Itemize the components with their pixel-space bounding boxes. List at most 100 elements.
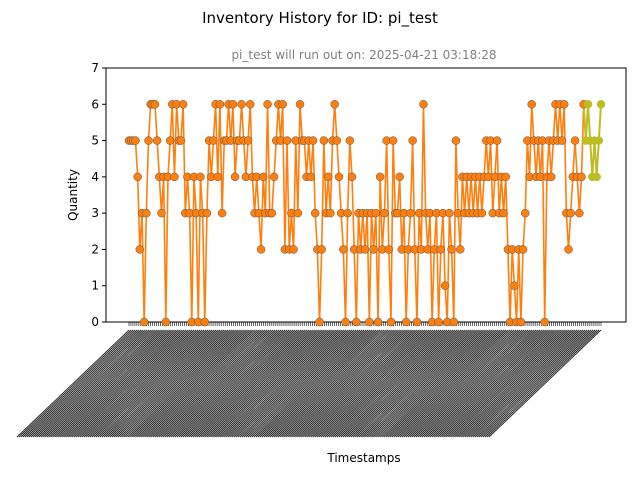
x-tick-label [192,329,306,438]
x-tick-label [289,329,402,438]
x-tick-label [139,329,252,438]
x-tick-label [384,329,497,438]
x-tick-label [233,329,347,438]
x-tick-label [20,329,134,438]
x-tick-label [312,329,426,438]
history-point [520,208,530,218]
x-tick-label [486,329,600,438]
x-tick-label [62,329,175,438]
x-tick-label [370,329,483,438]
x-tick-label [73,329,187,438]
x-tick-label [68,329,181,438]
x-tick-label [482,329,596,438]
history-point [501,172,510,182]
x-tick-label [85,329,199,438]
x-tick-label [306,329,420,438]
x-tick-label [56,329,169,438]
x-tick-label [243,329,357,438]
x-tick-label [332,329,446,438]
x-tick-label [267,329,381,438]
history-point [178,100,188,109]
x-tick-label [228,329,341,438]
x-tick-label [366,329,479,438]
history-point [202,208,212,218]
history-point [384,245,394,254]
history-point [157,208,166,218]
history-point [243,136,253,145]
x-tick-label [393,329,507,438]
x-tick-label [101,329,215,438]
forecast-point [592,172,601,182]
history-point [258,172,268,182]
x-tick-label [222,329,335,438]
x-tick-label [93,329,207,438]
history-point [215,100,225,109]
history-point [412,317,422,327]
history-point [557,136,567,145]
x-tick-label [389,329,503,438]
x-tick-label [257,329,371,438]
history-point [577,172,586,182]
x-tick-label [279,329,392,438]
x-tick-label [245,329,359,438]
history-point [332,136,342,145]
x-tick-label [186,329,300,438]
x-tick-label [235,329,349,438]
history-point [230,172,240,182]
forecast-point [583,100,593,109]
x-tick-label [176,329,290,438]
history-point [406,208,415,218]
x-tick-label [455,329,568,438]
x-tick-label [204,329,317,438]
history-point [306,172,316,182]
x-tick-label [48,329,161,438]
chart-title: Inventory History for ID: pi_test [202,9,438,28]
x-tick-label [237,329,351,438]
x-tick-label [364,329,477,438]
history-point [347,172,357,182]
x-tick-label [484,329,598,438]
x-tick-label [162,329,276,438]
x-tick-label [24,329,138,438]
x-tick-label [194,329,308,438]
x-tick-label [218,329,331,438]
x-tick-label [468,329,582,438]
x-tick-label [464,329,578,438]
x-tick-label [158,329,272,438]
history-point [237,100,246,109]
x-tick-label [429,329,543,438]
x-tick-label [99,329,213,438]
x-tick-label [378,329,491,438]
x-tick-label [107,329,221,438]
x-tick-label [208,329,321,438]
x-tick-label [231,329,345,438]
x-tick-label [360,329,473,438]
x-tick-label [255,329,369,438]
x-tick-label [385,329,499,438]
x-tick-label [40,329,154,438]
x-tick-label [461,329,574,438]
history-point [386,317,396,327]
x-tick-label [143,329,256,438]
x-tick-label [423,329,537,438]
x-tick-label [137,329,250,438]
x-tick-label [249,329,363,438]
history-point [360,245,370,254]
x-tick-label [125,329,238,438]
x-tick-label [310,329,424,438]
x-tick-label [214,329,327,438]
x-tick-label [314,329,428,438]
history-point [326,208,335,218]
y-tick-label: 1 [91,279,99,293]
x-tick-label [413,329,527,438]
x-tick-label [224,329,337,438]
x-tick-label [16,329,130,438]
x-tick-label [70,329,183,438]
forecast-point [596,100,606,109]
x-tick-label [247,329,361,438]
x-tick-label [34,329,148,438]
x-tick-label [38,329,152,438]
x-tick-label [168,329,282,438]
x-tick-label [220,329,333,438]
history-point [295,100,305,109]
